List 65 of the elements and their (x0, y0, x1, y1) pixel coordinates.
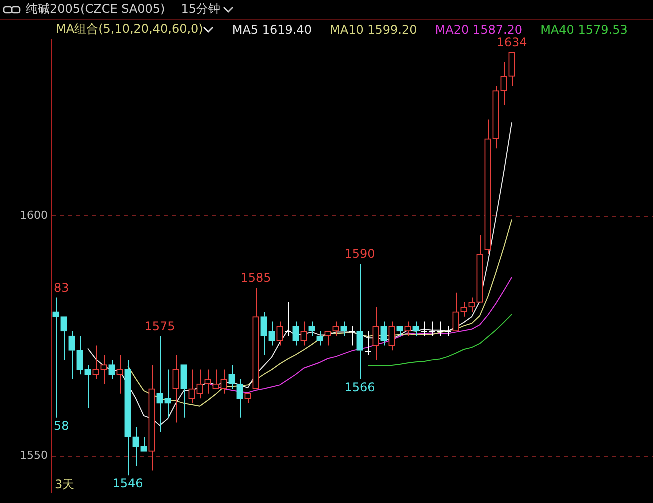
text: MA10 1599.20 (330, 22, 418, 36)
candlestick (116, 354, 124, 394)
candlestick (356, 264, 364, 380)
candlestick (124, 360, 132, 476)
annotation: 1575 (144, 319, 176, 334)
annotation: 1590 (344, 247, 376, 262)
candlestick (260, 312, 268, 356)
legend-label: MA5 1619.40 (232, 22, 312, 36)
candlestick (276, 321, 284, 346)
candlestick (437, 321, 444, 337)
text: MA40 1579.53 (540, 22, 628, 36)
candlestick (380, 321, 388, 346)
candlestick (396, 326, 404, 337)
chart-subtitle: 15分钟 (181, 1, 221, 18)
candlestick (388, 321, 396, 352)
candlestick (460, 302, 468, 318)
text: MA20 1587.20 (435, 22, 523, 36)
candlestick (404, 321, 412, 337)
candlestick (484, 119, 492, 255)
candlestick (476, 234, 484, 303)
candlestick (316, 330, 324, 346)
candlestick (52, 297, 60, 418)
candlestick (452, 292, 460, 332)
candlestick (244, 394, 252, 404)
candlestick (492, 86, 500, 150)
candlestick (372, 306, 380, 361)
chart-title: 纯碱2005(CZCE SA005) (26, 1, 166, 18)
candlestick (100, 354, 108, 385)
candlestick (76, 336, 84, 376)
candlestick (421, 321, 428, 337)
annotation: 3天 (55, 478, 75, 492)
candlestick (332, 321, 340, 337)
candlestick (412, 321, 420, 337)
candlestick (236, 378, 244, 418)
candlestick (308, 321, 316, 337)
candlestick (500, 62, 508, 106)
annotation: 58 (54, 419, 70, 434)
annotation: 1585 (240, 271, 272, 286)
candlestick (172, 354, 180, 424)
annotation: 1546 (112, 476, 144, 491)
candlestick (285, 302, 292, 337)
candlestick (324, 331, 332, 346)
candlestick (468, 297, 476, 313)
annotation: 1566 (344, 380, 376, 395)
candlestick (148, 364, 156, 472)
annotation: 83 (54, 280, 70, 295)
annotation: 1634 (496, 36, 528, 50)
candlestick (68, 330, 76, 380)
candlestick (92, 345, 100, 380)
candlestick (204, 369, 212, 394)
candlestick (140, 436, 148, 452)
candlestick (180, 364, 188, 418)
candlestick (349, 326, 356, 346)
candlestick (429, 321, 436, 337)
legend-title: MA组合(5,10,20,40,60,0) (56, 21, 204, 38)
candlestick (365, 330, 372, 356)
candlestick (340, 321, 348, 337)
y-tick-label: 1550 (20, 449, 48, 462)
candlestick (212, 369, 220, 390)
y-tick-label: 1600 (20, 208, 48, 222)
candlestick (164, 369, 172, 418)
candlestick (445, 326, 452, 337)
candlestick (292, 321, 300, 346)
candlestick (60, 316, 68, 361)
candlestick (252, 288, 260, 390)
